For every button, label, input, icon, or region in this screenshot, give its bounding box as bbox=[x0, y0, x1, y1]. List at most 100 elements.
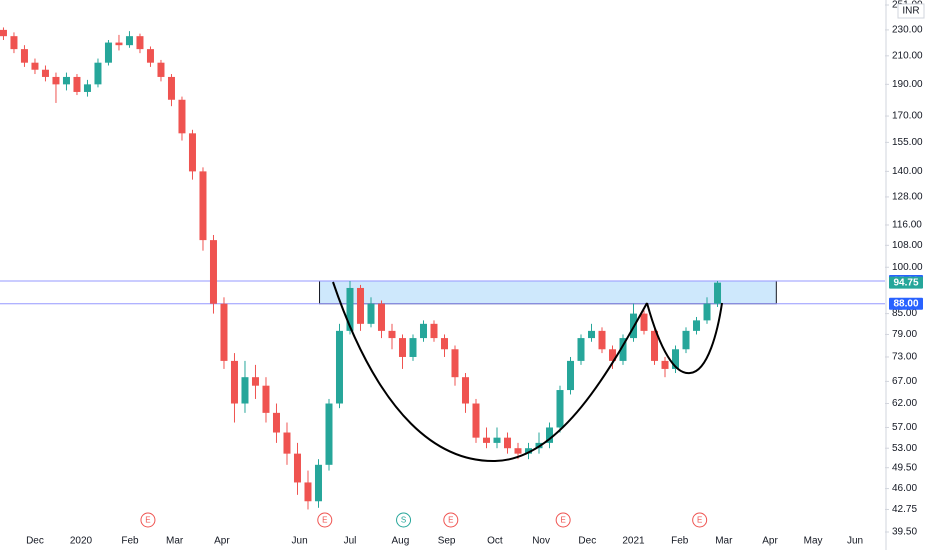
candle-body bbox=[157, 62, 165, 77]
event-marker bbox=[317, 512, 333, 528]
candle-body bbox=[451, 349, 459, 378]
candle-body bbox=[525, 448, 533, 454]
candle-body bbox=[31, 62, 39, 70]
candle-body bbox=[377, 303, 385, 331]
event-label: E bbox=[145, 516, 150, 525]
handle-curve bbox=[646, 302, 723, 375]
x-tick-label: May bbox=[804, 536, 823, 547]
x-tick-label: Sep bbox=[438, 536, 456, 547]
candle-body bbox=[440, 338, 448, 350]
candle-body bbox=[304, 482, 312, 502]
y-tick-label: 49.50 bbox=[892, 462, 917, 473]
x-tick-label: Jun bbox=[292, 536, 308, 547]
axes: 251.00230.00210.00190.00170.00155.00140.… bbox=[26, 0, 923, 547]
candle-body bbox=[472, 403, 480, 438]
candle-body bbox=[588, 330, 596, 339]
candle-body bbox=[251, 377, 259, 386]
currency-box bbox=[897, 3, 925, 19]
price-label: 94.75 bbox=[893, 277, 918, 288]
y-tick-label: 85.00 bbox=[892, 308, 917, 319]
y-tick-label: 170.00 bbox=[892, 111, 923, 122]
price-label: 88.00 bbox=[893, 298, 918, 309]
y-tick-label: 116.00 bbox=[892, 220, 922, 231]
candle-body bbox=[10, 36, 18, 50]
candle-body bbox=[293, 453, 301, 483]
candle-body bbox=[272, 412, 280, 433]
x-tick-label: Jun bbox=[847, 536, 863, 547]
candle-body bbox=[367, 303, 375, 324]
price-label-box bbox=[889, 276, 923, 289]
candle-body bbox=[241, 377, 249, 404]
candle-body bbox=[115, 42, 123, 46]
event-label: E bbox=[697, 516, 702, 525]
event-marker bbox=[396, 512, 412, 528]
candle-body bbox=[220, 303, 228, 361]
candle-body bbox=[598, 330, 606, 350]
candle-body bbox=[661, 360, 669, 369]
resistance-zone bbox=[319, 280, 777, 305]
candle-body bbox=[703, 303, 711, 321]
x-tick-label: Dec bbox=[26, 536, 44, 547]
candle-body bbox=[682, 330, 690, 350]
candle-body bbox=[136, 36, 144, 50]
candle-body bbox=[199, 171, 207, 241]
candle-body bbox=[335, 330, 343, 404]
candle-body bbox=[619, 338, 627, 361]
x-tick-label: Aug bbox=[391, 536, 409, 547]
x-tick-label: Mar bbox=[715, 536, 733, 547]
y-tick-label: 42.75 bbox=[892, 504, 917, 515]
event-label: E bbox=[322, 516, 327, 525]
candle-body bbox=[104, 42, 112, 63]
y-tick-label: 46.00 bbox=[892, 483, 917, 494]
y-tick-label: 100.00 bbox=[892, 262, 923, 273]
candle-body bbox=[398, 338, 406, 357]
candle-body bbox=[493, 437, 501, 443]
candle-body bbox=[125, 36, 133, 46]
candle-body bbox=[651, 330, 659, 361]
candle-body bbox=[73, 76, 81, 92]
candle-body bbox=[672, 349, 680, 369]
candle-body bbox=[356, 287, 364, 324]
x-tick-label: Apr bbox=[762, 536, 778, 547]
y-tick-label: 53.00 bbox=[892, 443, 917, 454]
x-tick-label: Oct bbox=[487, 536, 503, 547]
candle-body bbox=[52, 76, 60, 85]
y-tick-label: 67.00 bbox=[892, 376, 917, 387]
x-tick-label: Mar bbox=[166, 536, 184, 547]
candle-body bbox=[188, 133, 196, 172]
x-tick-label: Jul bbox=[344, 536, 357, 547]
y-tick-label: 79.00 bbox=[892, 329, 917, 340]
cup-curve bbox=[332, 281, 648, 463]
candle-body bbox=[325, 403, 333, 465]
candle-body bbox=[94, 62, 102, 85]
candle-body bbox=[83, 84, 91, 92]
candle-body bbox=[230, 360, 238, 404]
candle-body bbox=[503, 437, 511, 449]
y-tick-label: 230.00 bbox=[892, 25, 923, 36]
candle-body bbox=[0, 29, 7, 37]
y-tick-label: 210.00 bbox=[892, 50, 923, 61]
candle-body bbox=[577, 338, 585, 361]
y-tick-label: 62.00 bbox=[892, 398, 917, 409]
event-label: E bbox=[560, 516, 565, 525]
candle-body bbox=[640, 313, 648, 331]
candle-body bbox=[409, 338, 417, 357]
event-marker bbox=[443, 512, 459, 528]
currency-label: INR bbox=[902, 6, 919, 17]
x-tick-label: Dec bbox=[578, 536, 596, 547]
x-tick-label: 2020 bbox=[70, 536, 93, 547]
candle-body bbox=[693, 320, 701, 331]
candle-body bbox=[388, 330, 396, 339]
y-tick-label: 190.00 bbox=[892, 79, 923, 90]
event-label: E bbox=[448, 516, 453, 525]
y-tick-label: 108.00 bbox=[892, 240, 923, 251]
candle-body bbox=[62, 76, 70, 85]
candle-body bbox=[262, 385, 270, 413]
event-marker bbox=[140, 512, 156, 528]
candle-body bbox=[41, 69, 49, 77]
x-tick-label: Feb bbox=[121, 536, 139, 547]
candle-body bbox=[283, 432, 291, 454]
candle-body bbox=[609, 349, 617, 361]
candle-body bbox=[430, 323, 438, 339]
